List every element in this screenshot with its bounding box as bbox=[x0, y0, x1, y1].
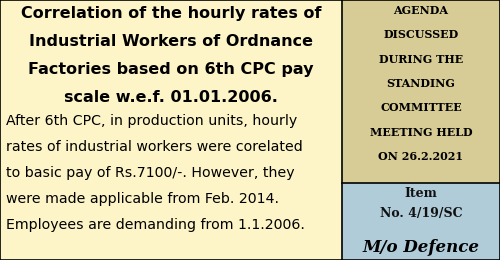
Text: DISCUSSED: DISCUSSED bbox=[384, 29, 458, 40]
Text: Correlation of the hourly rates of: Correlation of the hourly rates of bbox=[21, 6, 321, 21]
Text: to basic pay of Rs.7100/-. However, they: to basic pay of Rs.7100/-. However, they bbox=[6, 166, 294, 180]
Text: Industrial Workers of Ordnance: Industrial Workers of Ordnance bbox=[29, 34, 313, 49]
Text: No. 4/19/SC: No. 4/19/SC bbox=[380, 207, 462, 220]
Text: AGENDA: AGENDA bbox=[394, 5, 448, 16]
Bar bbox=[342, 0, 500, 183]
Text: scale w.e.f. 01.01.2006.: scale w.e.f. 01.01.2006. bbox=[64, 90, 278, 105]
Text: M/o Defence: M/o Defence bbox=[362, 239, 480, 256]
Text: After 6th CPC, in production units, hourly: After 6th CPC, in production units, hour… bbox=[6, 114, 297, 128]
Bar bbox=[0, 0, 342, 260]
Text: Item: Item bbox=[404, 187, 438, 200]
Text: were made applicable from Feb. 2014.: were made applicable from Feb. 2014. bbox=[6, 192, 279, 206]
Text: Factories based on 6th CPC pay: Factories based on 6th CPC pay bbox=[28, 62, 314, 77]
Text: DURING THE: DURING THE bbox=[379, 54, 463, 65]
Text: COMMITTEE: COMMITTEE bbox=[380, 102, 462, 113]
Text: Employees are demanding from 1.1.2006.: Employees are demanding from 1.1.2006. bbox=[6, 218, 305, 232]
Text: rates of industrial workers were corelated: rates of industrial workers were corelat… bbox=[6, 140, 303, 154]
Text: ON 26.2.2021: ON 26.2.2021 bbox=[378, 151, 464, 162]
Text: STANDING: STANDING bbox=[386, 78, 456, 89]
Bar bbox=[342, 183, 500, 260]
Text: MEETING HELD: MEETING HELD bbox=[370, 127, 472, 138]
